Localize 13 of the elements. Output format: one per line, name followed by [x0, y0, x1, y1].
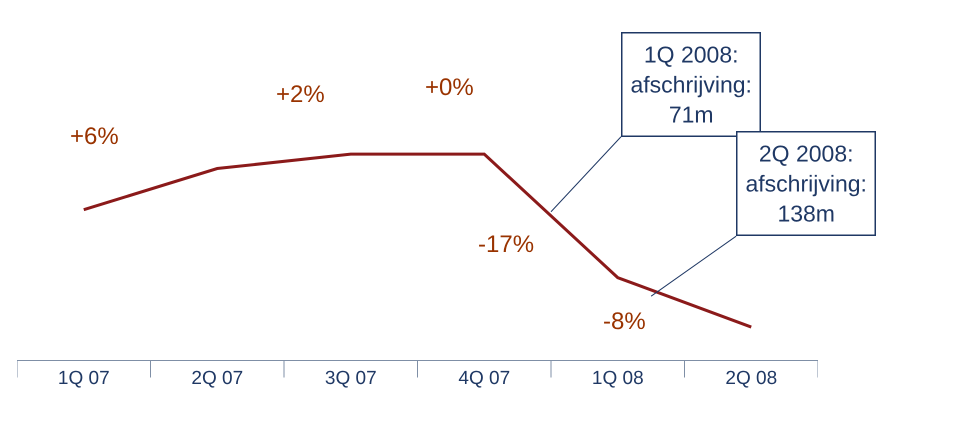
text: +6% — [70, 123, 119, 150]
annotation: -8% — [603, 308, 646, 335]
x-tick-label: 2Q 08 — [725, 368, 778, 389]
x-tick-label: 4Q 07 — [458, 368, 510, 389]
annotation: -17% — [478, 231, 534, 258]
annotation: 2Q 2008: afschrijving: 138m — [746, 140, 867, 226]
text: 1Q 2008: afschrijving: 71m — [630, 42, 752, 128]
x-tick-label: 1Q 08 — [592, 368, 644, 389]
x-tick-label: 1Q 07 — [58, 368, 110, 389]
x-tick-label: 3Q 07 — [324, 368, 377, 389]
x-tick-label: 2Q 07 — [191, 368, 244, 389]
text: +2% — [276, 81, 325, 108]
text: +0% — [425, 74, 474, 101]
